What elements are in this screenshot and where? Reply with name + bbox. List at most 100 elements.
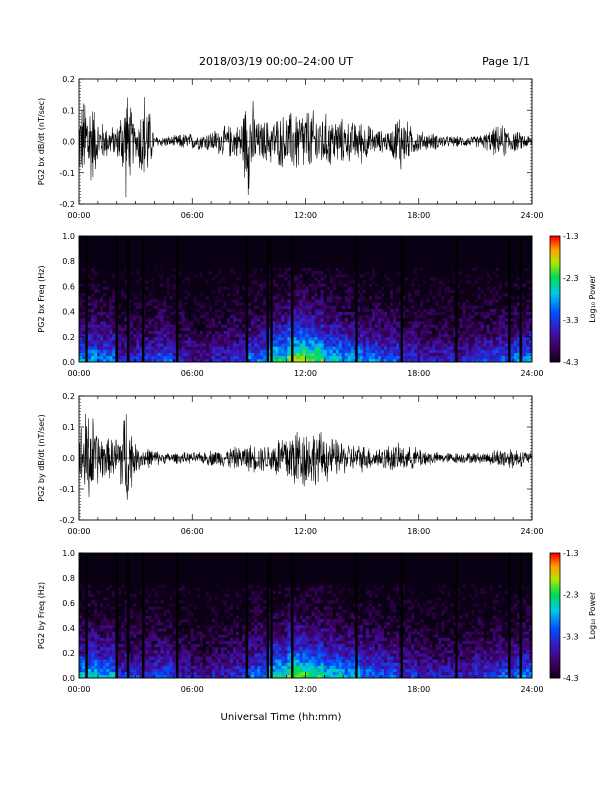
spectrogram-cell <box>103 251 107 256</box>
spectrogram-cell <box>97 317 101 322</box>
spectrogram-cell <box>368 245 373 249</box>
spectrogram-cell <box>347 314 352 319</box>
spectrogram-cell <box>157 283 161 287</box>
spectrogram-cell <box>151 352 155 357</box>
spectrogram-cell <box>260 333 264 338</box>
spectrogram-cell <box>190 251 195 256</box>
spectrogram-cell <box>429 264 433 268</box>
spectrogram-cell <box>157 280 161 284</box>
spectrogram-cell <box>317 248 321 253</box>
spectrogram-cell <box>356 261 361 265</box>
spectrogram-cell <box>205 264 210 268</box>
spectrogram-cell <box>91 339 95 344</box>
spectrogram-cell <box>368 276 373 281</box>
spectrogram-cell <box>368 308 373 312</box>
spectrogram-cell <box>338 286 343 290</box>
spectrogram-cell <box>435 324 439 328</box>
spectrogram-cell <box>284 286 288 290</box>
spectrogram-cell <box>341 349 346 353</box>
spectrogram-cell <box>420 251 424 256</box>
spectrogram-cell <box>157 305 161 309</box>
spectrogram-cell <box>239 358 243 363</box>
spectrogram-cell <box>248 239 252 243</box>
spectrogram-cell <box>100 276 104 281</box>
spectrogram-cell <box>223 289 228 294</box>
spectrogram-cell <box>405 339 409 344</box>
spectrogram-cell <box>405 289 409 294</box>
spectrogram-cell <box>368 251 373 256</box>
spectrogram-cell <box>332 236 337 240</box>
spectrogram-cell <box>260 314 264 319</box>
spectrogram-cell <box>405 258 409 262</box>
spectrogram-cell <box>326 236 331 240</box>
spectrogram-cell <box>157 289 161 294</box>
spectrogram-cell <box>432 236 436 240</box>
spectrogram-cell <box>329 295 334 300</box>
spectrogram-cell <box>359 308 364 312</box>
spectrogram-cell <box>426 280 430 284</box>
x-tick-label: 00:00 <box>67 211 90 220</box>
spectrogram-cell <box>438 289 442 294</box>
spectrogram-cell <box>190 327 195 331</box>
spectrogram-cell <box>136 289 140 294</box>
spectrogram-cell <box>190 295 195 300</box>
spectrogram-cell <box>381 346 385 350</box>
spectrogram-cell <box>423 286 427 290</box>
spectrogram-cell <box>402 349 406 353</box>
spectrogram-cell <box>160 352 164 357</box>
spectrogram-cell <box>193 261 198 265</box>
spectrogram-cell <box>118 305 122 309</box>
spectrogram-cell <box>335 292 340 297</box>
spectrogram-cell <box>220 286 225 290</box>
spectrogram-cell <box>263 270 267 275</box>
spectrogram-cell <box>91 355 95 360</box>
spectrogram-cell <box>374 305 379 309</box>
spectrogram-cell <box>233 261 237 265</box>
spectrogram-cell <box>166 236 170 240</box>
spectrogram-cell <box>148 251 152 256</box>
spectrogram-cell <box>91 248 95 253</box>
spectrogram-cell <box>323 239 328 243</box>
spectrogram-cell <box>257 248 261 253</box>
spectrogram-cell <box>148 283 152 287</box>
spectrogram-cell <box>377 305 382 309</box>
spectrogram-cell <box>275 311 279 316</box>
spectrogram-cell <box>251 242 255 246</box>
spectrogram-cell <box>154 352 158 357</box>
spectrogram-cell <box>411 267 415 272</box>
spectrogram-cell <box>368 349 373 353</box>
spectrogram-cell <box>272 292 276 297</box>
spectrogram-cell <box>314 248 318 253</box>
spectrogram-cell <box>338 248 343 253</box>
spectrogram-cell <box>426 242 430 246</box>
spectrogram-cell <box>100 251 104 256</box>
spectrogram-cell <box>166 242 170 246</box>
spectrogram-cell <box>314 292 318 297</box>
spectrogram-cell <box>405 330 409 335</box>
spectrogram-cell <box>151 270 155 275</box>
spectrogram-cell <box>118 273 122 278</box>
spectrogram-cell <box>220 305 225 309</box>
spectrogram-cell <box>139 280 143 284</box>
spectrogram-cell <box>272 302 276 306</box>
spectrogram-cell <box>169 270 174 275</box>
spectrogram-cell <box>79 343 83 347</box>
spectrogram-cell <box>239 333 243 338</box>
spectrogram-cell <box>356 289 361 294</box>
spectrogram-cell <box>374 333 379 338</box>
spectrogram-cell <box>193 343 198 347</box>
spectrogram-cell <box>323 292 328 297</box>
spectrogram-cell <box>118 343 122 347</box>
spectrogram-cell <box>251 251 255 256</box>
spectrogram-cell <box>281 245 285 249</box>
spectrogram-cell <box>390 299 394 303</box>
spectrogram-cell <box>208 349 213 353</box>
spectrogram-cell <box>281 289 285 294</box>
spectrogram-cell <box>408 346 412 350</box>
spectrogram-cell <box>384 267 388 272</box>
spectrogram-cell <box>106 358 110 363</box>
spectrogram-cell <box>350 314 355 319</box>
spectrogram-cell <box>94 321 98 325</box>
spectrogram-cell <box>438 264 442 268</box>
spectrogram-cell <box>172 333 177 338</box>
